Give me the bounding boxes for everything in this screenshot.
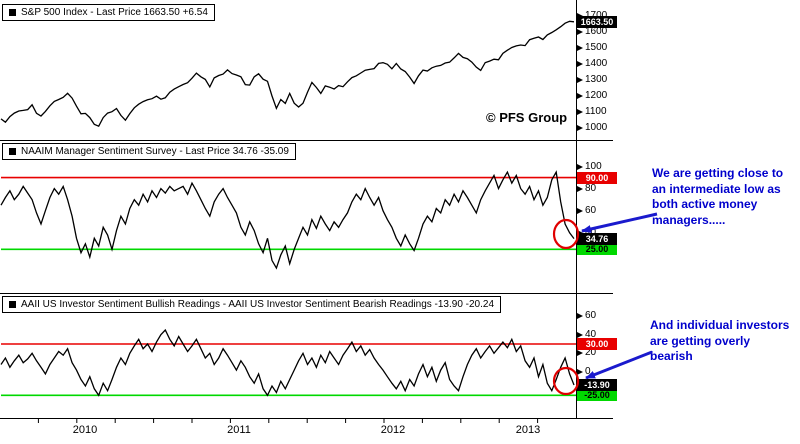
threshold-label: 90.00 bbox=[577, 171, 617, 184]
y-axis-tick-label: 60 bbox=[577, 311, 596, 321]
x-axis-label-2011: 2011 bbox=[227, 424, 251, 436]
y-axis-tick-label: 0 bbox=[577, 367, 591, 377]
threshold-label: -25.00 bbox=[577, 389, 617, 402]
x-axis-label-2013: 2013 bbox=[515, 424, 541, 436]
highlight-circle bbox=[552, 366, 580, 396]
legend-label: AAII US Investor Sentiment Bullish Readi… bbox=[21, 299, 495, 310]
threshold-label: 30.00 bbox=[577, 338, 617, 350]
y-axis-tick-label: 1500 bbox=[577, 43, 607, 53]
series-marker-icon bbox=[9, 9, 16, 16]
legend-aaii: AAII US Investor Sentiment Bullish Readi… bbox=[2, 296, 502, 313]
last-price-label: -13.90 bbox=[577, 378, 617, 391]
y-axis-tick-label: 1200 bbox=[577, 91, 607, 101]
x-axis-label-2012: 2012 bbox=[380, 424, 406, 436]
threshold-label: 25.00 bbox=[577, 243, 617, 256]
y-axis-tick-label: 1400 bbox=[577, 59, 607, 69]
highlight-circle bbox=[552, 218, 580, 250]
y-axis-tick-label: 80 bbox=[577, 183, 596, 194]
y-axis-tick-label: 1600 bbox=[577, 27, 607, 37]
y-axis-tick-label: 1000 bbox=[577, 123, 607, 133]
y-axis-tick-label: 1300 bbox=[577, 75, 607, 85]
x-axis-label-2010: 2010 bbox=[72, 424, 98, 436]
y-axis-tick-label: 60 bbox=[577, 205, 596, 216]
series-marker-icon bbox=[9, 148, 16, 155]
y-axis-tick-label: 40 bbox=[577, 329, 596, 340]
series-marker-icon bbox=[9, 301, 16, 308]
legend-label: S&P 500 Index - Last Price 1663.50 +6.54 bbox=[21, 7, 208, 18]
legend-label: NAAIM Manager Sentiment Survey - Last Pr… bbox=[21, 146, 289, 157]
legend-naaim: NAAIM Manager Sentiment Survey - Last Pr… bbox=[2, 143, 296, 160]
naaim-series-line bbox=[0, 170, 575, 270]
y-axis-tick-label: 1100 bbox=[577, 107, 607, 117]
last-price-label: 34.76 bbox=[577, 232, 617, 245]
watermark: © PFS Group bbox=[486, 110, 568, 125]
annotation-note-managers: We are getting close to an intermediate … bbox=[652, 166, 784, 227]
y-axis-tick-label: 100 bbox=[577, 161, 602, 172]
last-price-label: 1663.50 bbox=[577, 15, 617, 28]
annotation-note-investors: And individual investors are getting ove… bbox=[650, 318, 790, 364]
legend-sp500: S&P 500 Index - Last Price 1663.50 +6.54 bbox=[2, 4, 215, 21]
aaii-spread-series-line bbox=[0, 328, 575, 397]
